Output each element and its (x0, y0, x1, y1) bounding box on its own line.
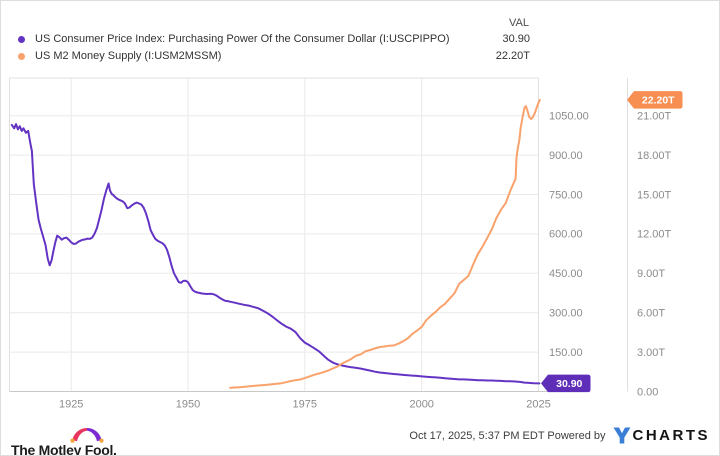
x-tick-label: 1975 (293, 399, 317, 411)
jester-hat-icon (70, 428, 104, 443)
x-tick-label: 1925 (59, 399, 83, 411)
cpi-value-badge (541, 374, 591, 393)
footer: The Motley Fool. Oct 17, 2025, 5:37 PM E… (1, 415, 719, 455)
x-tick-label: 2000 (409, 399, 433, 411)
series-color-dot-cpi-icon (18, 36, 25, 43)
right-axis-tick-label: 0.00 (637, 386, 658, 398)
ycharts-y-icon (613, 427, 630, 444)
m2-value-badge (627, 91, 683, 109)
right-axis-tick-label: 12.00T (637, 229, 672, 241)
x-tick-label: 1950 (176, 399, 200, 411)
legend-item-cpi: US Consumer Price Index: Purchasing Powe… (1, 32, 719, 48)
right-axis-tick-label: 3.00T (637, 347, 665, 359)
right-axis-tick-label: 18.00T (637, 150, 672, 162)
left-axis-tick-label: 300.00 (549, 308, 583, 320)
left-axis-tick-label: 1050.00 (549, 111, 589, 123)
left-axis-tick-label: 600.00 (549, 229, 583, 241)
legend-value-cpi: 30.90 (502, 33, 530, 45)
left-axis-tick-label: 150.00 (549, 347, 583, 359)
left-axis-tick-label: 900.00 (549, 150, 583, 162)
legend-label-m2: US M2 Money Supply (I:USM2MSSM) (35, 50, 222, 62)
left-axis-tick-label: 450.00 (549, 268, 583, 280)
motley-fool-wordmark: The Motley Fool. (11, 442, 117, 456)
x-tick-label: 2025 (526, 399, 550, 411)
cpi-value-badge-text: 30.90 (556, 378, 582, 390)
motley-fool-logo: The Motley Fool. (11, 423, 121, 455)
right-axis-tick-label: 9.00T (637, 268, 665, 280)
m2-value-badge-text: 22.20T (642, 95, 675, 107)
series-color-dot-m2-icon (18, 53, 25, 60)
ycharts-wordmark: CHARTS (632, 427, 710, 444)
m2-series-line (229, 98, 541, 389)
cpi-series-line (10, 123, 541, 385)
val-column-header: VAL (509, 17, 529, 29)
left-axis-tick-label: 750.00 (549, 189, 583, 201)
legend-item-m2: US M2 Money Supply (I:USM2MSSM) 22.20T (1, 49, 719, 65)
right-axis-tick-label: 21.00T (637, 111, 672, 123)
legend-label-cpi: US Consumer Price Index: Purchasing Powe… (35, 33, 450, 45)
right-axis-tick-label: 6.00T (637, 308, 665, 320)
ycharts-logo: CHARTS (613, 427, 711, 444)
right-axis-tick-label: 15.00T (637, 189, 672, 201)
timestamp-powered-by: Oct 17, 2025, 5:37 PM EDT Powered by (409, 429, 606, 442)
legend-value-m2: 22.20T (495, 50, 530, 62)
